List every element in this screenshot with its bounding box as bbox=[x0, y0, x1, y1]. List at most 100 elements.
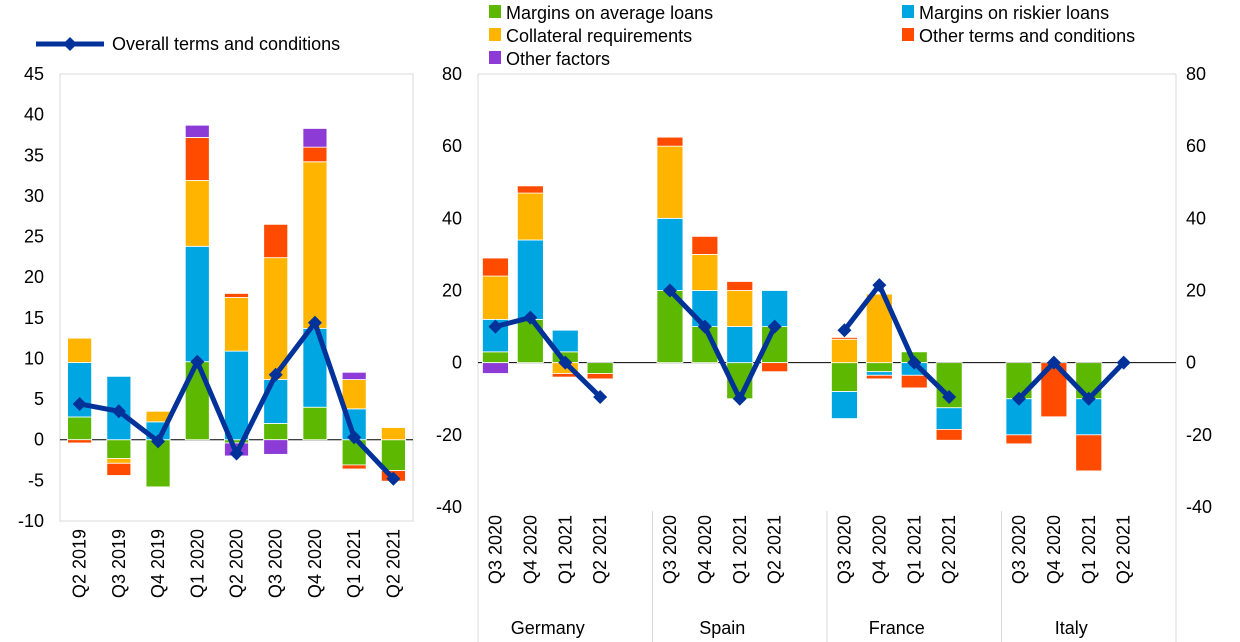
left-x-tick-label: Q3 2019 bbox=[109, 529, 129, 598]
right-overall-line-germany bbox=[494, 315, 602, 399]
legend-item-overall: Overall terms and conditions bbox=[36, 34, 340, 54]
left-overall-marker-q4-2020 bbox=[307, 315, 322, 330]
bar-segment-other-factors-q3-2020 bbox=[263, 439, 289, 455]
legend: Overall terms and conditions Margins on … bbox=[36, 3, 1135, 69]
left-y-tick-label: 0 bbox=[34, 430, 44, 450]
legend-item-collateral: Collateral requirements bbox=[489, 26, 692, 46]
legend-label-margins-riskier: Margins on riskier loans bbox=[919, 3, 1109, 23]
group-label-france: France bbox=[869, 618, 925, 638]
bar-segment-collateral-spain-q1-2021 bbox=[726, 290, 754, 327]
bar-segment-collateral-q2-2019 bbox=[67, 337, 93, 363]
bar-segment-other-terms-q2-2020 bbox=[224, 293, 249, 298]
right-x-tick-label: Q2 2021 bbox=[765, 515, 785, 584]
right-y-tick-label-left: -40 bbox=[436, 497, 462, 517]
right-y-tick-label-right: -40 bbox=[1186, 497, 1212, 517]
right-x-tick-label: Q3 2020 bbox=[1009, 515, 1029, 584]
legend-label-other-factors: Other factors bbox=[506, 49, 610, 69]
bar-segment-other-terms-q2-2019 bbox=[67, 439, 93, 444]
bar-segment-other-terms-france-q1-2021 bbox=[900, 374, 928, 389]
right-panel: -40 -40 -20 -20 0 0 20 20 40 40 60 60 80 80 Q3 2020 Q4 … bbox=[436, 64, 1212, 642]
bar-segment-other-terms-q1-2021 bbox=[341, 464, 367, 470]
right-y-tick-label-left: -20 bbox=[436, 425, 462, 445]
bar-segment-collateral-q1-2020 bbox=[184, 180, 210, 247]
right-overall-marker-germany-q2-2021 bbox=[593, 389, 608, 404]
bar-segment-other-factors-q4-2020 bbox=[302, 128, 328, 148]
right-overall-marker-france-q4-2020 bbox=[872, 278, 887, 293]
left-x-tick-label: Q2 2020 bbox=[227, 529, 247, 598]
left-y-tick-label: 10 bbox=[24, 348, 44, 368]
left-x-tick-label: Q2 2019 bbox=[70, 529, 90, 598]
bar-segment-other-terms-france-q3-2020 bbox=[831, 337, 858, 340]
left-y-tick-label: 40 bbox=[24, 105, 44, 125]
right-x-tick-label: Q1 2021 bbox=[1079, 515, 1099, 584]
bar-segment-other-terms-germany-q2-2021 bbox=[586, 373, 614, 380]
bar-segment-margins-riskier-spain-q1-2021 bbox=[726, 326, 754, 364]
left-y-tick-label: 5 bbox=[34, 389, 44, 409]
bar-segment-collateral-spain-q4-2020 bbox=[691, 254, 719, 291]
right-y-tick-label-right: 40 bbox=[1186, 208, 1206, 228]
left-overall-marker-q3-2020 bbox=[268, 367, 283, 382]
legend-item-other-factors: Other factors bbox=[489, 49, 610, 69]
right-overall-line-italy bbox=[1017, 360, 1126, 402]
bar-segment-collateral-germany-q3-2020 bbox=[482, 275, 509, 320]
bar-segment-collateral-q2-2021 bbox=[380, 427, 406, 441]
right-y-tick-label-left: 80 bbox=[442, 64, 462, 84]
right-overall-marker-germany-q3-2020 bbox=[488, 319, 503, 334]
bar-segment-other-terms-spain-q1-2021 bbox=[726, 281, 754, 291]
right-x-tick-label: Q2 2021 bbox=[939, 515, 959, 584]
bar-segment-other-terms-italy-q1-2021 bbox=[1075, 434, 1103, 472]
right-x-tick-label: Q3 2020 bbox=[660, 515, 680, 584]
bar-segment-margins-average-q4-2020 bbox=[302, 406, 328, 441]
bar-segment-margins-average-germany-q2-2021 bbox=[586, 362, 614, 374]
right-overall-marker-italy-q3-2020 bbox=[1011, 391, 1026, 406]
bar-segment-other-terms-spain-q4-2020 bbox=[691, 235, 719, 255]
left-y-tick-label: 35 bbox=[24, 145, 44, 165]
left-overall-marker-q2-2021 bbox=[386, 471, 401, 486]
bar-segment-margins-riskier-france-q4-2020 bbox=[865, 371, 893, 376]
bar-segment-other-terms-q1-2020 bbox=[184, 136, 210, 181]
legend-label-collateral: Collateral requirements bbox=[506, 26, 692, 46]
right-x-tick-label: Q2 2021 bbox=[1114, 515, 1134, 584]
right-y-tick-label-left: 60 bbox=[442, 136, 462, 156]
left-y-tick-label: -5 bbox=[28, 470, 44, 490]
right-x-tick-label: Q4 2020 bbox=[1044, 515, 1064, 584]
right-y-tick-label-right: 80 bbox=[1186, 64, 1206, 84]
left-y-tick-label: -10 bbox=[18, 511, 44, 531]
bar-segment-other-terms-q4-2020 bbox=[302, 146, 328, 163]
group-label-italy: Italy bbox=[1055, 618, 1088, 638]
left-overall-marker-q2-2019 bbox=[72, 396, 87, 411]
bar-segment-margins-riskier-france-q2-2021 bbox=[935, 407, 963, 430]
bar-segment-other-factors-germany-q3-2020 bbox=[482, 362, 509, 374]
bar-segment-margins-riskier-germany-q1-2021 bbox=[551, 329, 579, 353]
legend-swatch-collateral bbox=[489, 28, 501, 41]
right-overall-marker-germany-q4-2020 bbox=[523, 310, 538, 325]
left-overall-marker-q4-2019 bbox=[151, 434, 166, 449]
right-x-tick-label: Q1 2021 bbox=[555, 515, 575, 584]
right-y-tick-label-right: 60 bbox=[1186, 136, 1206, 156]
right-overall-marker-spain-q4-2020 bbox=[697, 319, 712, 334]
bar-segment-margins-average-q3-2020 bbox=[263, 423, 289, 441]
legend-swatch-margins-average bbox=[489, 5, 501, 18]
left-y-tick-label: 20 bbox=[24, 267, 44, 287]
bar-segment-other-terms-q3-2019 bbox=[106, 462, 132, 476]
left-y-tick-label: 45 bbox=[24, 64, 44, 84]
bar-segment-margins-riskier-q1-2020 bbox=[184, 245, 210, 363]
right-overall-marker-italy-q4-2020 bbox=[1046, 355, 1061, 370]
right-x-tick-label: Q3 2020 bbox=[485, 515, 505, 584]
bar-segment-other-terms-france-q4-2020 bbox=[865, 374, 893, 380]
left-overall-marker-q3-2019 bbox=[111, 404, 126, 419]
bar-segment-collateral-q3-2020 bbox=[263, 257, 289, 380]
legend-swatch-other-factors bbox=[489, 51, 501, 64]
left-overall-marker-q1-2020 bbox=[190, 354, 205, 369]
right-y-tick-label-right: -20 bbox=[1186, 425, 1212, 445]
bar-segment-collateral-q3-2019 bbox=[106, 458, 132, 464]
legend-swatch-margins-riskier bbox=[902, 5, 914, 18]
left-x-tick-label: Q3 2020 bbox=[266, 529, 286, 598]
right-x-tick-label: Q4 2020 bbox=[869, 515, 889, 584]
right-y-tick-label-right: 0 bbox=[1186, 353, 1196, 373]
bar-segment-other-terms-spain-q3-2020 bbox=[656, 136, 684, 147]
legend-item-other-terms: Other terms and conditions bbox=[902, 26, 1135, 46]
bar-segment-other-terms-spain-q2-2021 bbox=[761, 362, 789, 373]
left-overall-marker-q2-2020 bbox=[229, 446, 244, 461]
